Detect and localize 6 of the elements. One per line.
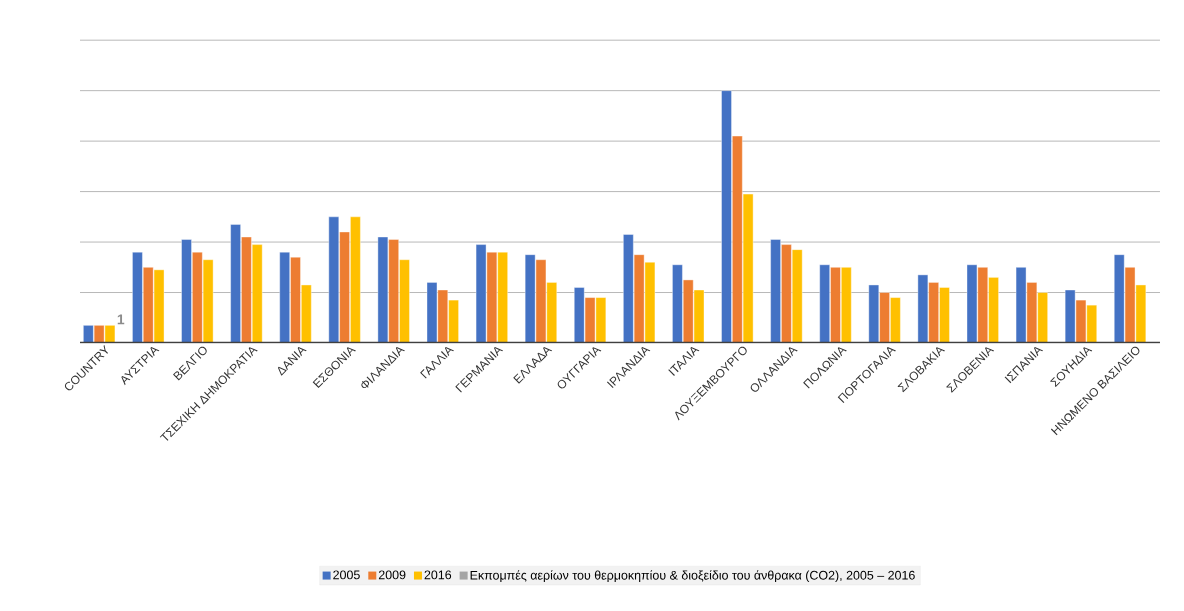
legend-label: 2016 [424, 570, 452, 580]
bar [721, 90, 732, 343]
annotation: 1 [117, 314, 125, 325]
legend-label: 2009 [378, 570, 406, 580]
legend-label: 2005 [333, 570, 360, 580]
legend-label: Εκπομπές αερίων του θερμοκηπίου & διοξείδιο του άνθρακα (CO2), 2005 – 2016 [470, 570, 915, 583]
